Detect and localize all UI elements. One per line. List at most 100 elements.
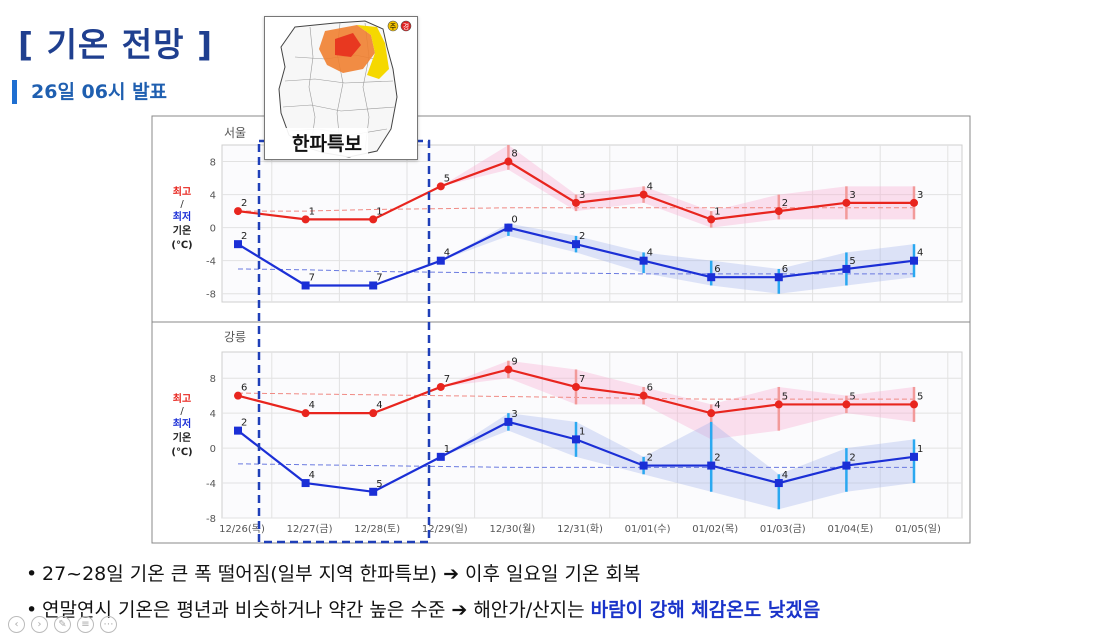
panel-2-min-point bbox=[774, 479, 783, 488]
x-tick-label: 01/04(토) bbox=[827, 524, 873, 535]
panel-1-max-point bbox=[774, 207, 783, 216]
more-icon[interactable]: ⋯ bbox=[100, 616, 117, 633]
panel-2-station-title: 강릉 bbox=[224, 330, 246, 344]
panel-2-max-data-label: 6 bbox=[647, 383, 653, 394]
panel-2-normal-min-line bbox=[237, 463, 914, 468]
bullet-2: • 연말연시 기온은 평년과 비슷하거나 약간 높은 수준 ➔ 해안가/산지는 바… bbox=[26, 599, 821, 621]
bullet-1-part-1: 27~28일 기온 큰 폭 떨어짐(일부 지역 한파특보) bbox=[42, 563, 444, 585]
panel-2-max-data-label: 9 bbox=[511, 356, 517, 367]
menu-icon[interactable]: ≡ bbox=[77, 616, 94, 633]
panel-2-plot-area bbox=[221, 351, 963, 519]
next-icon[interactable]: › bbox=[31, 616, 48, 633]
panel-2-min-point bbox=[842, 461, 851, 470]
panel-2-legend-unit: (℃) bbox=[171, 447, 192, 458]
panel-1-max-point bbox=[234, 207, 242, 216]
panel-2-max-data-label: 5 bbox=[917, 391, 923, 402]
edit-icon[interactable]: ✎ bbox=[54, 616, 71, 633]
prev-icon[interactable]: ‹ bbox=[8, 616, 25, 633]
panel-2-max-data-label: 4 bbox=[309, 400, 315, 411]
panel-2-max-data-label: 5 bbox=[849, 391, 855, 402]
bullet-2-highlight: 바람이 강해 체감온도 낮겠음 bbox=[590, 599, 821, 621]
panel-1-max-data-label: 8 bbox=[511, 149, 517, 160]
panel-1-max-point bbox=[572, 198, 580, 207]
panel-1-max-data-label: 1 bbox=[714, 206, 720, 217]
panel-1-max-point bbox=[842, 198, 851, 207]
panel-1-min-data-label: 5 bbox=[849, 256, 855, 267]
panel-1-min-data-label: 7 bbox=[376, 272, 382, 283]
panel-2-min-data-label: 2 bbox=[849, 453, 855, 464]
panel-1-max-uncertainty-band bbox=[440, 145, 914, 228]
panel-1-legend-max: 최고 bbox=[173, 185, 191, 198]
panel-2-ytick-label: 0 bbox=[210, 444, 216, 455]
panel-2-min-point bbox=[436, 452, 445, 461]
panel-1-ytick-label: 4 bbox=[210, 191, 216, 202]
panel-1-min-data-label: 2 bbox=[579, 231, 585, 242]
panel-1-plot-area bbox=[221, 144, 963, 303]
x-tick-label: 12/30(월) bbox=[489, 523, 535, 535]
panel-1-max-data-label: 1 bbox=[309, 206, 315, 217]
panel-1-max-point bbox=[707, 215, 716, 224]
panel-2-min-data-label: 3 bbox=[511, 409, 517, 420]
x-tick-label: 12/31(화) bbox=[557, 523, 603, 535]
panel-2-max-point bbox=[707, 409, 716, 418]
panel-1-max-data-label: 4 bbox=[647, 182, 653, 193]
panel-1-min-data-label: 7 bbox=[309, 272, 315, 283]
arrow-icon: ➔ bbox=[443, 563, 459, 585]
panel-1-max-point bbox=[504, 157, 513, 166]
panel-2-min-data-label: 1 bbox=[579, 426, 585, 437]
arrow-icon: ➔ bbox=[451, 599, 468, 621]
panel-2-min-data-label: 5 bbox=[376, 479, 382, 490]
panel-1-station-title: 서울 bbox=[224, 126, 246, 140]
panel-1-max-data-label: 3 bbox=[917, 190, 923, 201]
panel-2-min-data-label: 4 bbox=[782, 470, 788, 481]
panel-1-min-data-label: 4 bbox=[647, 248, 653, 259]
panel-2-max-point bbox=[436, 382, 445, 391]
panel-2-max-data-label: 4 bbox=[714, 400, 720, 411]
panel-1-legend-temp: 기온 bbox=[173, 224, 191, 237]
panel-2-max-point bbox=[572, 382, 580, 391]
x-tick-label: 01/05(일) bbox=[895, 523, 941, 535]
panel-2-legend-slash: / bbox=[180, 406, 184, 417]
panel-2-min-data-label: 2 bbox=[714, 453, 720, 464]
panel-1-min-point bbox=[910, 256, 918, 265]
x-tick-label: 12/29(일) bbox=[422, 523, 468, 535]
panel-1-ytick-label: -4 bbox=[206, 257, 216, 268]
panel-1-min-point bbox=[369, 281, 378, 290]
panel-2-min-point bbox=[707, 461, 716, 470]
panel-1-max-point bbox=[639, 190, 648, 199]
panel-1-ytick-label: -8 bbox=[206, 290, 216, 301]
panel-1-max-data-label: 2 bbox=[782, 198, 788, 209]
panel-1-max-data-label: 2 bbox=[241, 198, 247, 209]
panel-1-min-data-label: 4 bbox=[444, 248, 450, 259]
panel-2-min-point bbox=[910, 452, 918, 461]
bullet-1-part-3: 이후 일요일 기온 회복 bbox=[458, 563, 641, 585]
panel-2-max-data-label: 7 bbox=[444, 374, 450, 385]
panel-2-ytick-label: 4 bbox=[210, 409, 216, 420]
panel-2-min-point bbox=[504, 417, 513, 426]
panel-1-max-point bbox=[436, 182, 445, 191]
panel-2-max-data-label: 5 bbox=[782, 391, 788, 402]
legend-warning-label: 경 bbox=[403, 22, 409, 31]
panel-2-max-point bbox=[369, 409, 378, 418]
panel-2-legend-min: 최저 bbox=[173, 417, 191, 430]
panel-1-min-point bbox=[842, 264, 851, 273]
panel-1-min-data-label: 4 bbox=[917, 248, 923, 259]
panel-1-ytick-label: 0 bbox=[210, 224, 216, 235]
panel-2-min-data-label: 2 bbox=[241, 418, 247, 429]
panel-2-legend-temp: 기온 bbox=[173, 431, 191, 444]
panel-1-min-point bbox=[572, 240, 580, 249]
x-tick-label: 12/26(목) bbox=[219, 523, 265, 535]
panel-1-legend-slash: / bbox=[180, 199, 184, 210]
panel-1-ytick-label: 8 bbox=[210, 158, 216, 169]
panel-1-min-point bbox=[774, 273, 783, 282]
chart-frame bbox=[151, 115, 971, 544]
panel-1-max-point bbox=[301, 215, 310, 224]
panel-2-ytick-label: -4 bbox=[206, 479, 216, 490]
summary-bullets: • 27~28일 기온 큰 폭 떨어짐(일부 지역 한파특보) ➔ 이후 일요일 … bbox=[26, 556, 820, 628]
panel-1-max-data-label: 3 bbox=[579, 190, 585, 201]
x-tick-label: 12/28(토) bbox=[354, 524, 400, 535]
panel-1-min-point bbox=[639, 256, 648, 265]
bullet-2-part-3: 해안가/산지는 bbox=[467, 599, 591, 621]
panel-2-min-data-label: 2 bbox=[647, 453, 653, 464]
